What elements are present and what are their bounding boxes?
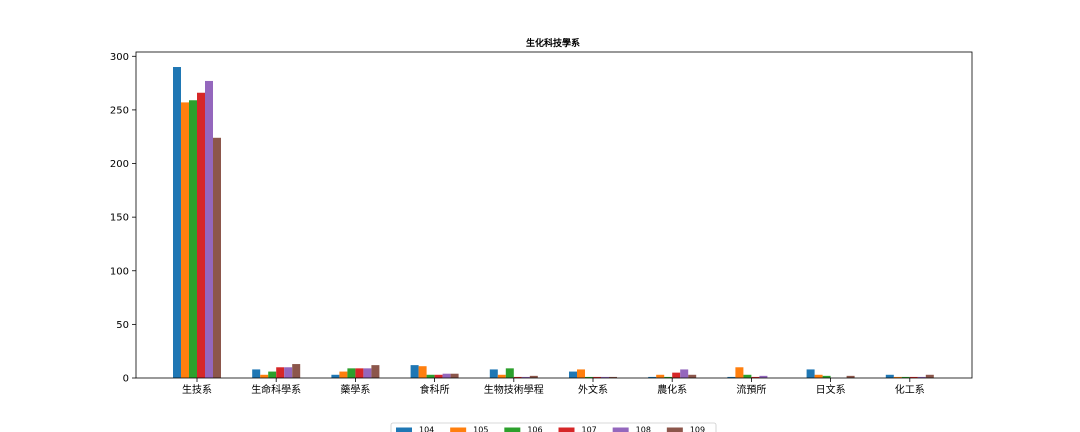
bar-108-6	[680, 369, 689, 378]
legend-label-106: 106	[527, 426, 542, 432]
y-tick-label-200: 200	[110, 159, 129, 170]
bar-107-2	[355, 368, 364, 378]
bar-104-0	[173, 67, 181, 379]
x-tick-label-0: 生技系	[182, 383, 212, 396]
legend-label-109: 109	[690, 426, 705, 432]
bar-105-6	[656, 374, 665, 378]
x-tick-label-7: 流預所	[736, 383, 766, 396]
x-tick-label-5: 外文系	[578, 383, 608, 396]
bar-107-1	[276, 367, 285, 378]
x-tick-label-4: 生物技術學程	[484, 383, 544, 396]
y-axis: 0 50 100 150 200 250 300	[110, 52, 136, 385]
bar-106-8	[822, 375, 831, 378]
legend-label-108: 108	[636, 426, 651, 432]
bar-107-6	[672, 372, 681, 378]
bar-108-7	[759, 375, 768, 378]
bar-108-2	[363, 368, 372, 378]
legend-swatch-105	[450, 427, 467, 432]
bar-109-9	[925, 374, 934, 378]
y-tick-label-300: 300	[110, 52, 129, 63]
bar-108-5	[601, 376, 609, 378]
y-tick-label-250: 250	[110, 105, 129, 116]
bar-109-8	[846, 375, 855, 378]
bar-104-7	[727, 376, 736, 378]
bar-104-4	[489, 369, 498, 378]
bar-105-9	[893, 376, 902, 378]
bar-108-9	[917, 376, 926, 378]
bar-105-0	[181, 102, 189, 379]
bar-107-7	[751, 376, 760, 378]
bar-106-9	[901, 376, 910, 378]
bar-109-1	[292, 364, 301, 378]
bar-108-4	[521, 376, 530, 378]
x-tick-label-3: 食科所	[420, 383, 450, 396]
bar-105-4	[497, 374, 506, 378]
legend-label-104: 104	[419, 426, 434, 432]
legend-swatch-107	[558, 427, 575, 432]
bar-108-1	[284, 367, 293, 378]
bar-105-1	[260, 374, 269, 378]
y-tick-label-50: 50	[116, 320, 129, 331]
bar-106-5	[585, 376, 593, 378]
bar-105-8	[814, 374, 823, 378]
bar-106-6	[664, 376, 673, 378]
bar-104-9	[885, 374, 894, 378]
bar-104-2	[331, 374, 340, 378]
legend-swatch-108	[612, 427, 629, 432]
bar-107-9	[909, 376, 918, 378]
bar-104-5	[569, 371, 577, 378]
bar-105-3	[418, 366, 427, 378]
plot-frame	[135, 51, 973, 379]
bar-109-5	[609, 376, 617, 378]
legend-label-107: 107	[582, 426, 597, 432]
chart-title: 生化科技學系	[526, 37, 580, 49]
bar-109-2	[371, 365, 380, 378]
legend-swatch-109	[666, 427, 683, 432]
bar-104-1	[252, 369, 261, 378]
legend-box	[390, 422, 717, 432]
bar-106-3	[426, 374, 435, 378]
bar-108-3	[442, 373, 451, 378]
bar-106-7	[743, 374, 752, 378]
bar-107-5	[593, 376, 601, 378]
bar-104-6	[648, 376, 657, 378]
bar-107-0	[197, 92, 205, 378]
bar-109-4	[529, 375, 538, 378]
x-tick-label-6: 農化系	[657, 383, 687, 396]
x-tick-label-2: 藥學系	[340, 383, 370, 396]
bar-106-0	[189, 100, 197, 378]
bar-105-5	[577, 369, 585, 378]
legend-label-105: 105	[473, 426, 488, 432]
bar-106-4	[505, 368, 514, 378]
y-tick-label-150: 150	[110, 213, 129, 224]
y-tick-label-100: 100	[110, 266, 129, 277]
x-tick-label-8: 日文系	[816, 383, 846, 396]
bar-109-3	[450, 373, 459, 378]
bar-105-2	[339, 371, 348, 378]
legend: 104 105 106 107 108 109	[390, 422, 717, 432]
x-tick-label-1: 生命科學系	[251, 383, 301, 396]
bar-108-0	[205, 80, 213, 378]
x-tick-label-9: 化工系	[895, 383, 925, 396]
legend-swatch-106	[504, 427, 521, 432]
bar-109-6	[688, 374, 697, 378]
bar-105-7	[735, 367, 744, 378]
legend-swatch-104	[396, 427, 412, 432]
bar-107-4	[513, 376, 522, 378]
y-tick-label-0: 0	[123, 374, 129, 385]
bar-106-1	[268, 371, 277, 378]
bar-106-2	[347, 368, 356, 378]
bar-104-3	[410, 365, 419, 378]
bars-layer	[173, 67, 934, 379]
x-axis: 生技系 生命科學系 藥學系 食科所 生物技術學程 外文系 農化系 流預所 日文系 化工系	[182, 378, 925, 396]
bar-107-3	[434, 374, 443, 378]
bar-109-0	[213, 137, 221, 378]
bar-104-8	[806, 369, 815, 378]
